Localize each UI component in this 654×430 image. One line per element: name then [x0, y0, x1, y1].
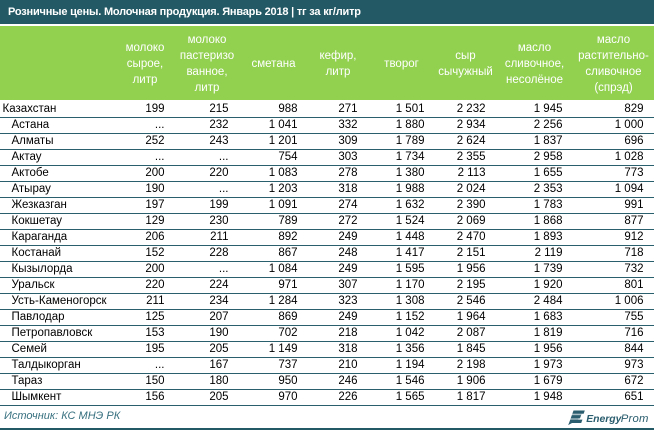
svg-text:Energy: Energy [586, 414, 622, 425]
svg-text:Prom: Prom [621, 413, 649, 425]
